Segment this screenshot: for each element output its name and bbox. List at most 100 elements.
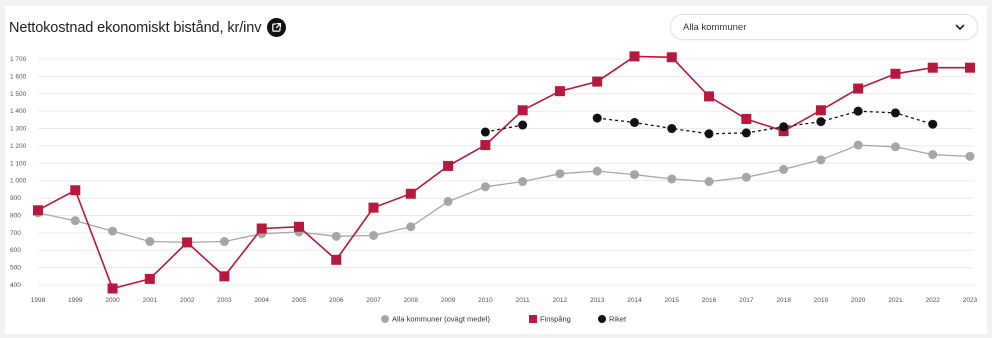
data-point: [741, 128, 751, 138]
data-point: [592, 76, 603, 87]
data-point: [927, 62, 938, 73]
page-title: Nettokostnad ekonomiskt bistånd, kr/inv: [9, 18, 287, 37]
chart-title: Nettokostnad ekonomiskt bistånd, kr/inv: [9, 19, 262, 36]
legend-marker: [598, 315, 606, 323]
y-tick-label: 1 200: [10, 143, 27, 150]
x-tick-label: 2023: [963, 297, 978, 304]
y-tick-label: 800: [10, 212, 21, 219]
y-tick-label: 1 700: [10, 56, 27, 63]
data-point: [480, 182, 490, 192]
data-point: [331, 231, 341, 241]
data-point: [890, 108, 900, 118]
y-tick-label: 1 000: [10, 178, 27, 185]
data-point: [331, 254, 342, 265]
x-tick-label: 2018: [776, 297, 791, 304]
data-point: [108, 226, 118, 236]
data-point: [518, 120, 528, 130]
line-chart: 400 500 600 700 800 900 1 000 1 100 1 200 1 300 1 …: [10, 51, 978, 324]
data-point: [667, 124, 677, 134]
x-tick-label: 2004: [254, 297, 269, 304]
data-point: [965, 151, 975, 161]
data-point: [219, 237, 229, 247]
y-tick-label: 600: [10, 247, 21, 254]
x-tick-label: 2002: [180, 297, 195, 304]
data-point: [144, 273, 155, 284]
data-point: [890, 142, 900, 152]
x-tick-label: 2014: [627, 297, 642, 304]
y-tick-label: 500: [10, 265, 21, 272]
data-point: [741, 113, 752, 124]
chevron-down-icon: [955, 18, 965, 36]
municipality-select[interactable]: Alla kommuner: [670, 14, 978, 40]
data-point: [592, 166, 602, 176]
data-point: [368, 202, 379, 213]
data-point: [890, 68, 901, 79]
data-point: [779, 122, 789, 132]
series-line: [37, 144, 971, 244]
y-tick-label: 700: [10, 230, 21, 237]
data-point: [182, 237, 193, 248]
x-tick-label: 2021: [888, 297, 903, 304]
data-point: [704, 91, 715, 102]
data-point: [779, 164, 789, 174]
y-tick-label: 400: [10, 282, 21, 289]
data-point: [816, 155, 826, 165]
x-tick-label: 2013: [590, 297, 605, 304]
x-tick-label: 2006: [329, 297, 344, 304]
x-tick-label: 2008: [404, 297, 419, 304]
municipality-select-value: Alla kommuner: [683, 21, 747, 33]
series-line: [37, 55, 970, 290]
x-tick-label: 2022: [925, 297, 940, 304]
data-point: [853, 106, 863, 116]
data-point: [629, 117, 639, 127]
data-point: [70, 216, 80, 226]
data-point: [145, 237, 155, 247]
data-point: [704, 129, 714, 139]
data-point: [741, 172, 751, 182]
data-point: [704, 177, 714, 187]
y-tick-label: 1 600: [10, 73, 27, 80]
data-point: [406, 222, 416, 232]
data-point: [965, 62, 975, 73]
x-tick-label: 2010: [478, 297, 493, 304]
data-point: [517, 105, 528, 116]
data-point: [853, 140, 863, 150]
x-tick-label: 2000: [105, 297, 120, 304]
x-tick-label: 2017: [739, 297, 754, 304]
data-point: [443, 160, 454, 171]
data-point: [853, 83, 864, 94]
data-point: [555, 169, 565, 179]
data-point: [480, 127, 490, 137]
data-point: [219, 271, 230, 282]
y-tick-label: 900: [10, 195, 21, 202]
x-tick-label: 2012: [553, 297, 568, 304]
legend-label: Finspång: [540, 315, 571, 324]
x-tick-label: 2009: [441, 297, 456, 304]
legend-marker: [381, 315, 389, 323]
data-point: [405, 188, 416, 199]
data-point: [554, 86, 565, 97]
y-tick-label: 1 500: [10, 91, 27, 98]
data-point: [816, 117, 826, 127]
x-tick-label: 2007: [366, 297, 381, 304]
x-tick-label: 1998: [31, 297, 46, 304]
legend-label: Riket: [609, 315, 627, 324]
data-point: [667, 174, 677, 184]
x-tick-label: 2020: [851, 297, 866, 304]
chart-card: Nettokostnad ekonomiskt bistånd, kr/inv …: [5, 6, 987, 334]
legend-label: Alla kommuner (ovägt medel): [392, 315, 490, 324]
legend-marker: [529, 315, 537, 323]
y-tick-label: 1 100: [10, 160, 27, 167]
x-tick-label: 2003: [217, 297, 232, 304]
data-point: [107, 283, 118, 294]
data-point: [256, 223, 267, 234]
external-link-icon[interactable]: [267, 18, 287, 37]
data-point: [33, 205, 43, 216]
data-point: [592, 113, 602, 123]
x-tick-label: 2015: [665, 297, 680, 304]
data-point: [629, 170, 639, 180]
data-point: [480, 140, 491, 151]
series-line: [485, 110, 933, 135]
data-point: [369, 230, 379, 240]
x-tick-label: 2019: [814, 297, 829, 304]
